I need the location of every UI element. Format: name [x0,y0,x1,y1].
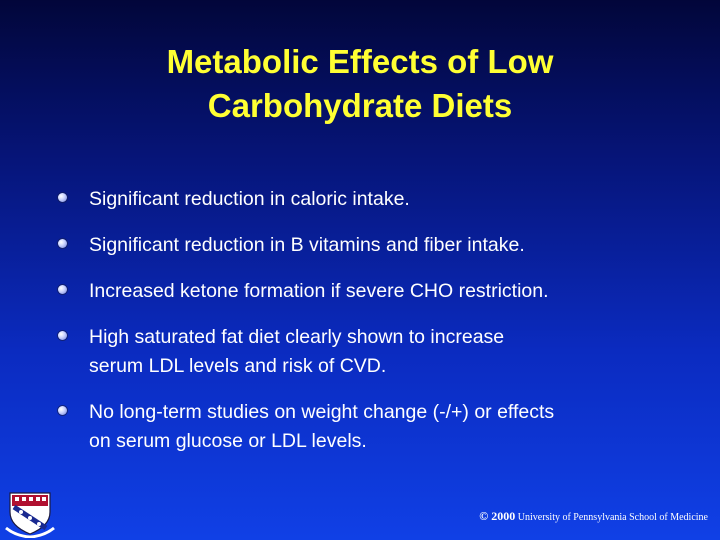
bullet-dot-icon [58,331,67,340]
bullet-item: No long-term studies on weight change (-… [58,398,698,456]
bullet-text: Significant reduction in B vitamins and … [89,234,525,256]
footer-institution: University of Pennsylvania School of Med… [517,512,708,523]
bullet-text: Increased ketone formation if severe CHO… [89,280,549,302]
bullet-dot-icon [58,239,67,248]
bullet-text: Significant reduction in caloric intake. [89,188,410,210]
penn-shield-icon [5,492,55,538]
bullet-item: Increased ketone formation if severe CHO… [58,277,698,306]
bullet-text-continued: on serum glucose or LDL levels. [89,430,367,452]
bullet-item: Significant reduction in B vitamins and … [58,231,698,260]
bullet-dot-icon [58,406,67,415]
footer-credit: © 2000 University of Pennsylvania School… [479,509,708,524]
bullet-text: No long-term studies on weight change (-… [89,401,555,423]
bullet-dot-icon [58,193,67,202]
bullet-list: Significant reduction in caloric intake.… [58,185,698,473]
title-line-1: Metabolic Effects of Low [166,43,554,80]
bullet-text: High saturated fat diet clearly shown to… [89,326,505,348]
bullet-item: High saturated fat diet clearly shown to… [58,323,698,381]
bullet-text-continued: serum LDL levels and risk of CVD. [89,355,387,377]
footer-copyright: © 2000 [479,509,516,523]
bullet-item: Significant reduction in caloric intake. [58,185,698,214]
bullet-dot-icon [58,285,67,294]
slide-title: Metabolic Effects of Low Carbohydrate Di… [0,40,720,128]
title-line-2: Carbohydrate Diets [207,87,513,124]
